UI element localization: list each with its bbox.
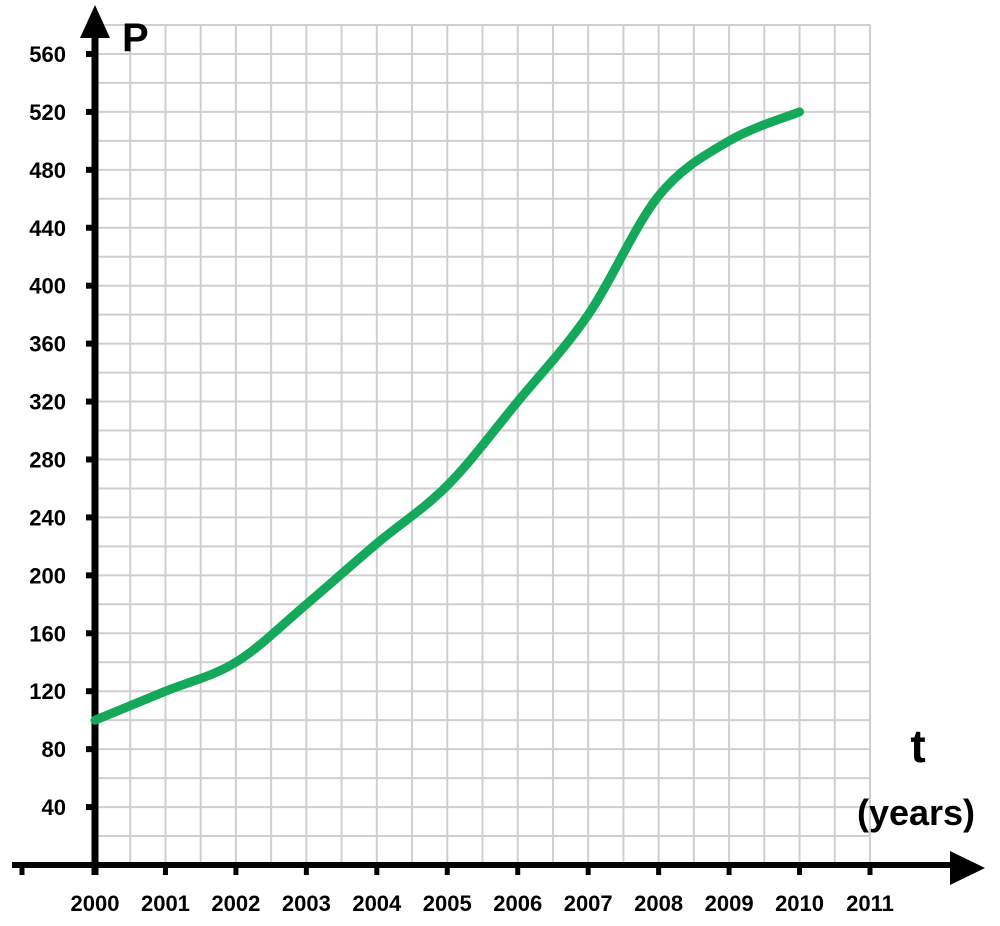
x-tick-label: 2006 — [493, 891, 542, 916]
y-tick-label: 400 — [29, 274, 66, 299]
y-tick-label: 360 — [29, 332, 66, 357]
series-group — [90, 107, 804, 725]
y-tick-label: 240 — [29, 505, 66, 530]
x-tick-label: 2005 — [423, 891, 472, 916]
x-tick-label: 2000 — [71, 891, 120, 916]
x-tick-label: 2001 — [141, 891, 190, 916]
x-axis-unit: (years) — [857, 792, 975, 833]
y-tick-label: 560 — [29, 42, 66, 67]
y-tick-label: 200 — [29, 563, 66, 588]
y-tick-label: 440 — [29, 216, 66, 241]
x-axis-ticks: 2000 2001 2002 2003 2004 2005 2006 2007 2008 2009… — [19, 865, 894, 916]
y-tick-label: 40 — [42, 795, 66, 820]
x-tick-label: 2011 — [846, 891, 894, 916]
y-tick-label: 280 — [29, 447, 66, 472]
x-tick-label: 2004 — [352, 891, 402, 916]
y-tick-label: 520 — [29, 100, 66, 125]
y-axis-title: P — [122, 16, 149, 60]
y-tick-label: 320 — [29, 390, 66, 415]
x-tick-label: 2002 — [211, 891, 260, 916]
grid — [95, 24, 871, 865]
series-line — [90, 107, 804, 725]
y-tick-label: 80 — [42, 737, 66, 762]
x-tick-label: 2003 — [282, 891, 331, 916]
axes — [12, 5, 985, 885]
x-tick-label: 2009 — [705, 891, 754, 916]
x-tick-label: 2007 — [564, 891, 613, 916]
y-tick-label: 120 — [29, 679, 66, 704]
y-tick-label: 160 — [29, 621, 66, 646]
x-tick-label: 2010 — [775, 891, 824, 916]
x-axis-arrow — [950, 851, 985, 885]
y-tick-label: 480 — [29, 158, 66, 183]
y-axis-ticks: 40 80 120 160 200 240 280 320 360 400 440 480 520 560 — [29, 42, 95, 820]
x-axis-title: t — [910, 720, 925, 772]
x-tick-label: 2008 — [634, 891, 683, 916]
y-axis-arrow — [80, 5, 110, 38]
